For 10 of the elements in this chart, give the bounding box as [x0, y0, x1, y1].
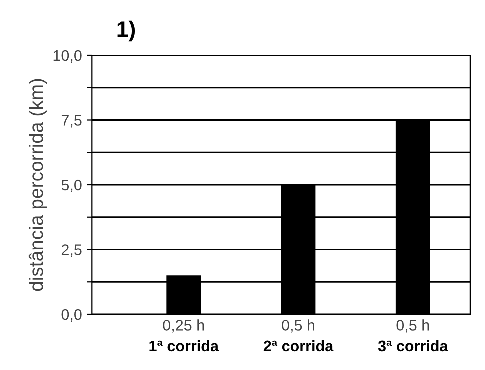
- x-tick-label: 0,5 h 2ª corrida: [264, 320, 334, 352]
- chart-title: 1): [118, 20, 136, 42]
- y-tick-label: 7,5: [62, 115, 82, 128]
- y-axis-title: distância percorrida (km): [28, 79, 48, 292]
- y-tick-label: 10,0: [54, 50, 82, 63]
- x-tick-label: 0,25 h 1ª corrida: [150, 320, 220, 352]
- y-tick-label: 0,0: [62, 309, 82, 322]
- y-tick-label: 5,0: [62, 180, 82, 192]
- x-tick-label: 0,5 h 3ª corrida: [378, 320, 448, 352]
- y-tick-label: 2,5: [62, 244, 82, 258]
